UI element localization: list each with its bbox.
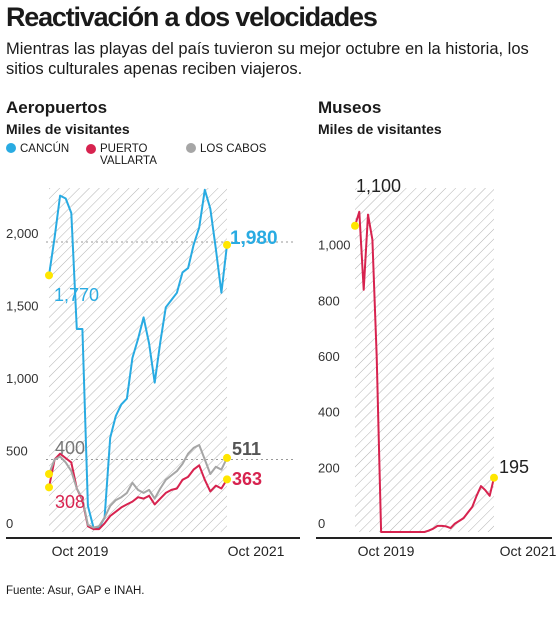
annotation-marker — [490, 473, 498, 482]
y-tick-label: 1,000 — [6, 371, 39, 386]
y-tick-label: 800 — [318, 293, 340, 308]
y-tick-label: 0 — [6, 516, 13, 531]
x-tick-label: Oct 2021 — [500, 543, 557, 559]
series-line-museos — [354, 210, 495, 533]
annotation-marker — [45, 271, 53, 280]
y-tick-label: 600 — [318, 349, 340, 364]
data-label: 1,770 — [54, 285, 100, 305]
x-tick-label: Oct 2021 — [228, 543, 285, 559]
x-tick-label: Oct 2019 — [52, 543, 109, 559]
data-label: 195 — [499, 457, 530, 477]
series-line-cancún — [48, 188, 228, 529]
annotation-marker — [45, 483, 53, 492]
museums-panel-subtitle: Miles de visitantes — [318, 121, 442, 137]
y-tick-label: 2,000 — [6, 226, 39, 241]
data-label: 400 — [55, 438, 86, 458]
y-tick-label: 400 — [318, 405, 340, 420]
airports-panel-subtitle: Miles de visitantes — [6, 121, 130, 137]
legend-swatch-cancun — [6, 143, 16, 153]
y-tick-label: 0 — [318, 516, 325, 531]
data-label: 1,980 — [230, 228, 278, 249]
data-label: 308 — [55, 492, 86, 512]
shaded-period — [49, 188, 227, 532]
data-label: 363 — [232, 469, 263, 489]
annotation-marker — [45, 470, 53, 478]
legend-swatch-puerto-vallarta — [86, 144, 96, 154]
legend-label-puerto-vallarta: PUERTO VALLARTA — [100, 143, 157, 167]
source-note: Fuente: Asur, GAP e INAH. — [6, 585, 145, 597]
legend-item-puerto-vallarta: PUERTO VALLARTA — [86, 143, 157, 167]
y-tick-label: 200 — [318, 460, 340, 475]
museums-chart: 0 200 400 600 800 1,000 Oct 2019 Oct 2021 — [316, 188, 557, 559]
chart-subtitle: Mientras las playas del país tuvieron su… — [6, 40, 529, 78]
y-tick-label: 1,500 — [6, 299, 39, 314]
airports-panel-title: Aeropuertos — [6, 98, 108, 117]
y-tick-label: 1,000 — [318, 238, 351, 253]
data-label: 1,100 — [356, 176, 402, 196]
chart-title: Reactivación a dos velocidades — [6, 2, 378, 32]
legend-item-los-cabos: LOS CABOS — [186, 143, 266, 155]
annotation-marker — [223, 475, 231, 484]
legend-item-cancun: CANCÚN — [6, 143, 69, 155]
museums-panel-title: Museos — [318, 98, 382, 117]
annotation-marker — [223, 453, 231, 462]
y-tick-label: 500 — [6, 444, 28, 459]
series-line-los-cabos — [48, 444, 228, 529]
legend-label-los-cabos: LOS CABOS — [200, 143, 267, 155]
data-label: 511 — [232, 439, 262, 459]
airports-chart: 0 500 1,000 1,500 2,000 Oct 2019 Oct 2021 — [6, 188, 300, 559]
shaded-period — [355, 188, 494, 532]
annotation-marker — [223, 240, 231, 249]
annotation-marker — [351, 221, 359, 230]
legend-label-cancun: CANCÚN — [20, 143, 70, 155]
x-tick-label: Oct 2019 — [358, 543, 415, 559]
legend-swatch-los-cabos — [186, 143, 196, 153]
